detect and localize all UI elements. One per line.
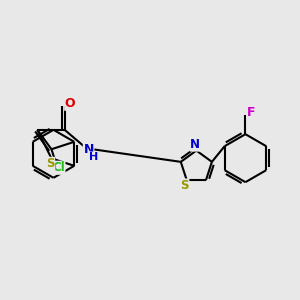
Text: O: O xyxy=(65,97,75,110)
Text: N: N xyxy=(190,138,200,151)
Text: S: S xyxy=(180,179,189,192)
Text: N: N xyxy=(83,143,94,156)
Text: Cl: Cl xyxy=(52,161,65,174)
Text: F: F xyxy=(247,106,255,119)
Text: H: H xyxy=(89,152,99,162)
Text: S: S xyxy=(46,158,55,170)
